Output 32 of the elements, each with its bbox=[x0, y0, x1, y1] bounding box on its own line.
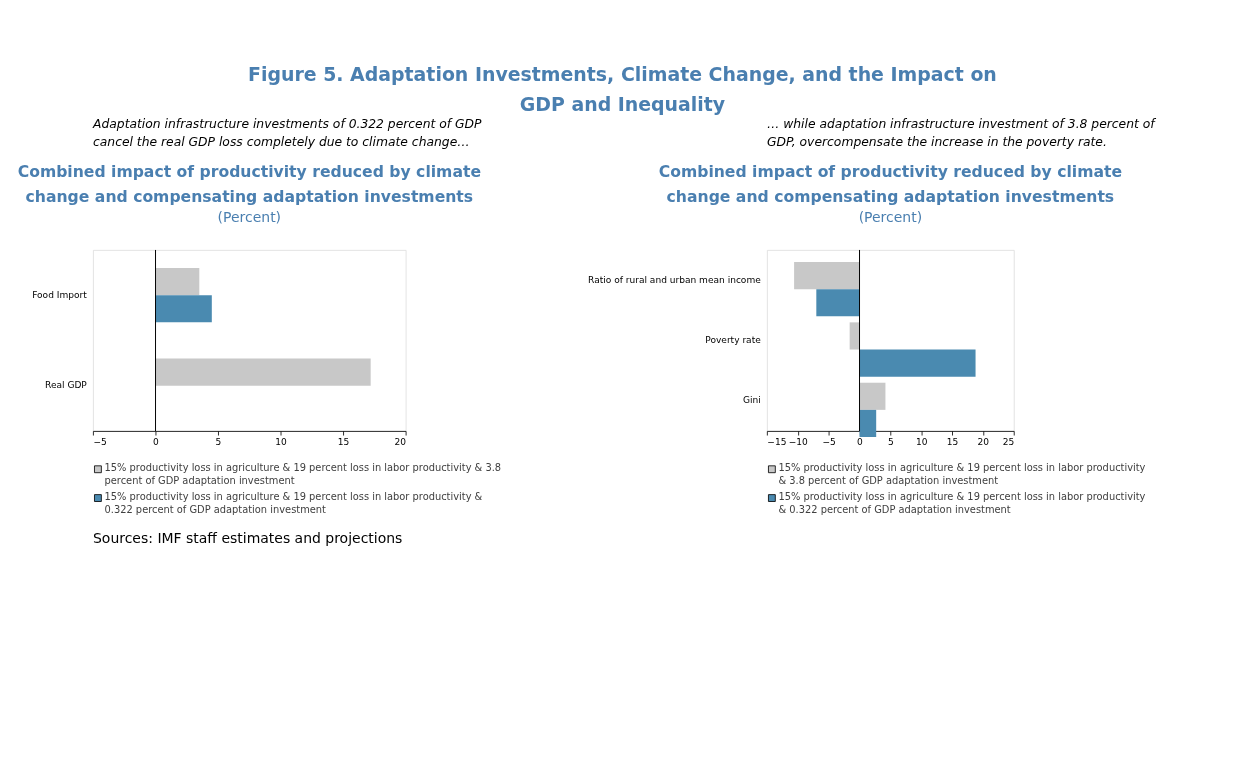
x-tick-label: −15 bbox=[767, 436, 787, 447]
y-tick-label: Gini bbox=[742, 395, 761, 406]
x-tick-label: 10 bbox=[275, 436, 288, 447]
chart-title: Combined impact of productivity reduced by climate change and compensating adaptation investments bbox=[658, 162, 1123, 206]
x-tick-label: −5 bbox=[822, 436, 836, 447]
x-tick-label: 5 bbox=[887, 436, 894, 447]
text: Adaptation infrastructure investments of 0.322 percent of GDP cancel the real GDP loss completely due to climate change… bbox=[91, 117, 483, 150]
y-tick-label: Poverty rate bbox=[705, 334, 762, 345]
legend-label: 15% productivity loss in agriculture & 19 percent loss in labor productivity & 0.322 percent of GDP adaptation investment bbox=[104, 490, 483, 515]
x-tick-label: 5 bbox=[215, 436, 222, 447]
legend-label: 15% productivity loss in agriculture & 19 percent loss in labor productivity & 3.8 percent of GDP adaptation investment bbox=[104, 461, 502, 487]
chart-subtitle: (Percent) bbox=[217, 209, 282, 226]
y-tick-label: Food Import bbox=[32, 289, 88, 300]
text: … while adaptation infrastructure investment of 3.8 percent of GDP, overcompensate the increase in the poverty rate. bbox=[766, 117, 1157, 150]
x-tick-label: −5 bbox=[93, 436, 107, 447]
legend-label: 15% productivity loss in agriculture & 19 percent loss in labor productivity & 0.322 percent of GDP adaptation investment bbox=[778, 490, 1146, 515]
x-tick-label: −10 bbox=[788, 436, 809, 447]
x-tick-label: 0 bbox=[153, 436, 160, 447]
x-tick-label: 20 bbox=[977, 436, 990, 447]
x-tick-label: 25 bbox=[1002, 436, 1015, 447]
source-note: Sources: IMF staff estimates and projections bbox=[92, 529, 403, 546]
x-tick-label: 10 bbox=[915, 436, 928, 447]
x-tick-label: 15 bbox=[337, 436, 350, 447]
legend-label: 15% productivity loss in agriculture & 19 percent loss in labor productivity & 3.8 percent of GDP adaptation investment bbox=[778, 461, 1146, 487]
y-tick-label: Ratio of rural and urban mean income bbox=[588, 274, 762, 285]
y-tick-label: Real GDP bbox=[45, 380, 88, 391]
x-tick-label: 15 bbox=[946, 436, 959, 447]
x-tick-label: 20 bbox=[394, 436, 407, 447]
caption: Figure 5. Adaptation Investments, Climate Change, and the Impact on GDP and Inequality bbox=[248, 63, 997, 115]
x-tick-label: 0 bbox=[857, 436, 864, 447]
chart-subtitle: (Percent) bbox=[858, 209, 923, 226]
chart-title: Combined impact of productivity reduced by climate change and compensating adaptation investments bbox=[17, 162, 481, 206]
